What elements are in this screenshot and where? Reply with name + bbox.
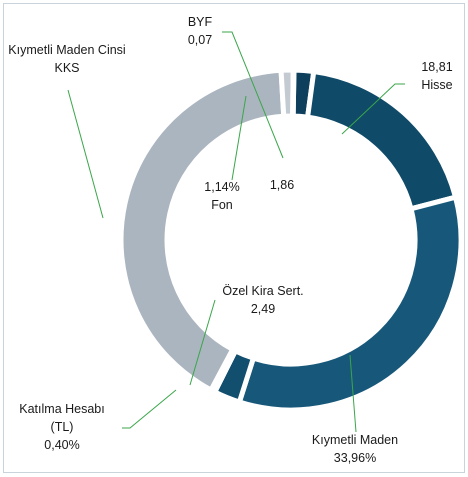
value-label: 1,86 (269, 178, 295, 192)
leader-line (222, 31, 284, 159)
leader-line (122, 389, 177, 429)
data-label: 1,86 (262, 176, 302, 194)
value-label: 0,07 (187, 33, 213, 47)
category-label: Katılma Hesabı (TL) (19, 402, 105, 434)
category-label: Özel Kira Sert. (222, 284, 304, 298)
leader-line (67, 89, 104, 219)
data-label: Kıymetli Maden 33,96% (295, 431, 415, 467)
value-label: 33,96% (333, 451, 377, 465)
category-label: Kıymetli Maden (311, 433, 399, 447)
value-label: 2,49 (250, 302, 276, 316)
data-label: 18,81 Hisse (407, 58, 467, 94)
value-label: 1,14% (204, 180, 240, 194)
data-label: 1,14% Fon (192, 178, 252, 214)
data-label: Katılma Hesabı (TL) 0,40% (7, 400, 117, 454)
donut-segment (290, 67, 297, 119)
donut-segment (118, 67, 287, 394)
leader-lines (67, 31, 405, 433)
frame (3, 3, 465, 473)
leader-line (341, 83, 405, 135)
data-label: BYF 0,07 (170, 13, 230, 49)
value-label: 18,81 (421, 60, 453, 74)
category-label: BYF (187, 15, 213, 29)
donut-segment (236, 194, 464, 413)
data-label: Özel Kira Sert. 2,49 (208, 282, 318, 318)
data-label: Kıymetli Maden Cinsi KKS (7, 41, 127, 77)
category-label: Hisse (421, 78, 453, 92)
value-label: 0,40% (44, 438, 80, 452)
leader-line (349, 354, 357, 433)
leader-line (189, 299, 216, 386)
category-label: Fon (211, 198, 233, 212)
leader-line (231, 95, 247, 181)
category-label: Kıymetli Maden Cinsi KKS (8, 43, 126, 75)
